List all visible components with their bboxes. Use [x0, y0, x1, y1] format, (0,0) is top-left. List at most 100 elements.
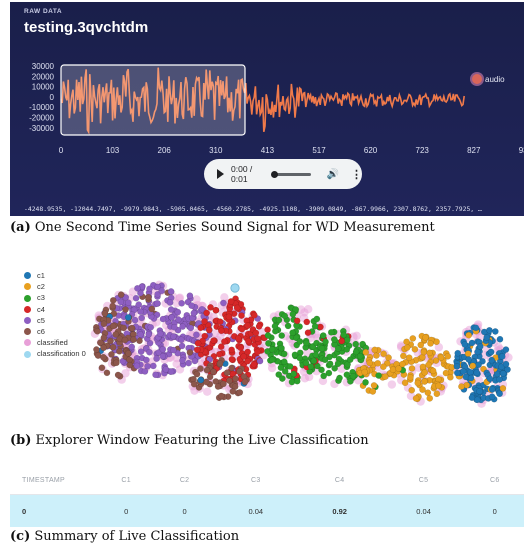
y-tick-label: 30000 — [32, 62, 55, 71]
scatter-point-c4 — [293, 317, 301, 325]
x-tick-label: 930 — [519, 146, 524, 155]
scatter-point-c4 — [244, 357, 251, 365]
scatter-point-c2 — [407, 374, 414, 381]
legend-item-classification-0[interactable]: classification 0 — [24, 348, 86, 359]
scatter-point-c3 — [289, 310, 297, 318]
scatter-point-c2 — [380, 350, 387, 358]
legend-swatch-icon — [24, 328, 31, 336]
scatter-point-c5 — [178, 342, 186, 350]
legend-item-c5[interactable]: c5 — [24, 315, 86, 326]
legend-item-c3[interactable]: c3 — [24, 292, 86, 303]
column-header-c1[interactable]: C1 — [97, 466, 156, 495]
column-header-timestamp[interactable]: TIMESTAMP — [10, 466, 97, 495]
scatter-point-c5 — [154, 291, 161, 298]
scatter-point-c1 — [197, 376, 205, 384]
scatter-point-c3 — [319, 332, 327, 339]
scatter-point-c3 — [286, 363, 294, 370]
column-header-c4[interactable]: C4 — [297, 466, 382, 495]
scatter-point-c3 — [318, 345, 326, 352]
scatter-point-c1 — [483, 334, 491, 341]
summary-header-row: TIMESTAMP C1 C2 C3 C4 C5 C6 — [10, 466, 524, 495]
legend-swatch-icon — [24, 350, 31, 358]
scatter-point-c2 — [409, 335, 417, 342]
scatter-point-c5 — [146, 348, 153, 356]
scatter-point-c6 — [217, 392, 225, 400]
scatter-point-c5 — [159, 352, 167, 360]
legend-item-c1[interactable]: c1 — [24, 270, 86, 281]
legend-item-c4[interactable]: c4 — [24, 304, 86, 315]
scatter-point-c3 — [265, 339, 272, 347]
scatter-point-c4 — [203, 309, 210, 317]
scatter-point-c1 — [472, 324, 480, 332]
more-vert-icon[interactable]: ⋮ — [351, 168, 362, 181]
selection-window[interactable] — [60, 64, 246, 136]
scatter-point-classification-0[interactable] — [230, 283, 240, 293]
x-tick-label: 413 — [261, 146, 275, 155]
scatter-point-c5 — [186, 292, 194, 300]
scatter-point-c1 — [453, 363, 461, 370]
scatter-point-c2 — [405, 354, 413, 362]
scatter-point-c6 — [220, 380, 227, 388]
scatter-point-c6 — [240, 373, 248, 380]
legend-item-classified[interactable]: classified — [24, 337, 86, 348]
scatter-point-c6 — [223, 369, 231, 377]
scatter-point-c2 — [374, 359, 382, 367]
scatter-point-c3 — [326, 353, 333, 361]
scatter-point-c2 — [421, 378, 428, 385]
table-row[interactable]: 0 0 0 0.04 0.92 0.04 0 — [10, 494, 524, 527]
cell-c3: 0.04 — [213, 494, 298, 527]
scatter-point-c3 — [302, 359, 310, 367]
caption-b-label: (b) — [10, 433, 32, 448]
scatter-point-c1 — [459, 368, 467, 375]
scatter-point-c6 — [203, 366, 211, 374]
column-header-c5[interactable]: C5 — [381, 466, 466, 495]
scatter-point-c6 — [117, 291, 125, 298]
scatter-point-c2 — [425, 361, 432, 369]
scatter-point-c2 — [444, 352, 452, 360]
legend-item-c6[interactable]: c6 — [24, 326, 86, 337]
scatter-point-c1 — [502, 346, 510, 353]
legend-audio[interactable]: audio — [472, 74, 505, 84]
volume-icon[interactable]: 🔊 — [326, 168, 339, 180]
column-header-c2[interactable]: C2 — [155, 466, 214, 495]
scatter-point-c2 — [465, 331, 473, 339]
scatter-point-c2 — [499, 385, 507, 392]
scatter-point-c1 — [486, 375, 494, 383]
scatter-point-c6 — [148, 305, 156, 313]
x-tick-label: 723 — [416, 146, 430, 155]
scatter-point-c1 — [467, 374, 475, 382]
scatter-point-c1 — [475, 361, 482, 369]
scatter-point-c1 — [488, 356, 496, 364]
scatter-point-c2 — [403, 344, 411, 351]
scatter-point-classified — [504, 353, 513, 362]
scatter-point-c2 — [420, 348, 428, 356]
scatter-point-c5 — [122, 294, 130, 301]
scatter-point-c1 — [496, 390, 503, 398]
scatter-point-c5 — [132, 294, 140, 302]
scatter-point-c5 — [137, 289, 144, 297]
scatter-point-c2 — [447, 373, 454, 381]
cell-c4: 0.92 — [297, 494, 382, 527]
column-header-c3[interactable]: C3 — [213, 466, 298, 495]
scatter-point-c5 — [158, 287, 166, 295]
scatter-point-classified — [318, 376, 328, 386]
scatter-point-c6 — [206, 373, 214, 381]
scatter-point-c1 — [468, 339, 476, 347]
scatter-point-c1 — [499, 370, 507, 377]
scatter-point-c2 — [389, 366, 397, 373]
scatter-point-c6 — [228, 364, 236, 372]
scatter-point-classified — [175, 293, 185, 302]
progress-slider[interactable] — [271, 170, 311, 178]
scatter-point-c6 — [97, 339, 104, 346]
scatter-point-c1 — [502, 360, 510, 368]
scatter-point-c5 — [168, 314, 176, 321]
column-header-c6[interactable]: C6 — [465, 466, 524, 495]
scatter-point-c5 — [166, 299, 174, 306]
legend-item-c2[interactable]: c2 — [24, 281, 86, 292]
play-icon[interactable] — [217, 169, 224, 179]
legend-item-label: c4 — [37, 304, 45, 314]
scatter-point-c5 — [137, 331, 144, 338]
explorer-scatter[interactable] — [50, 270, 530, 426]
scatter-point-c5 — [153, 300, 161, 307]
